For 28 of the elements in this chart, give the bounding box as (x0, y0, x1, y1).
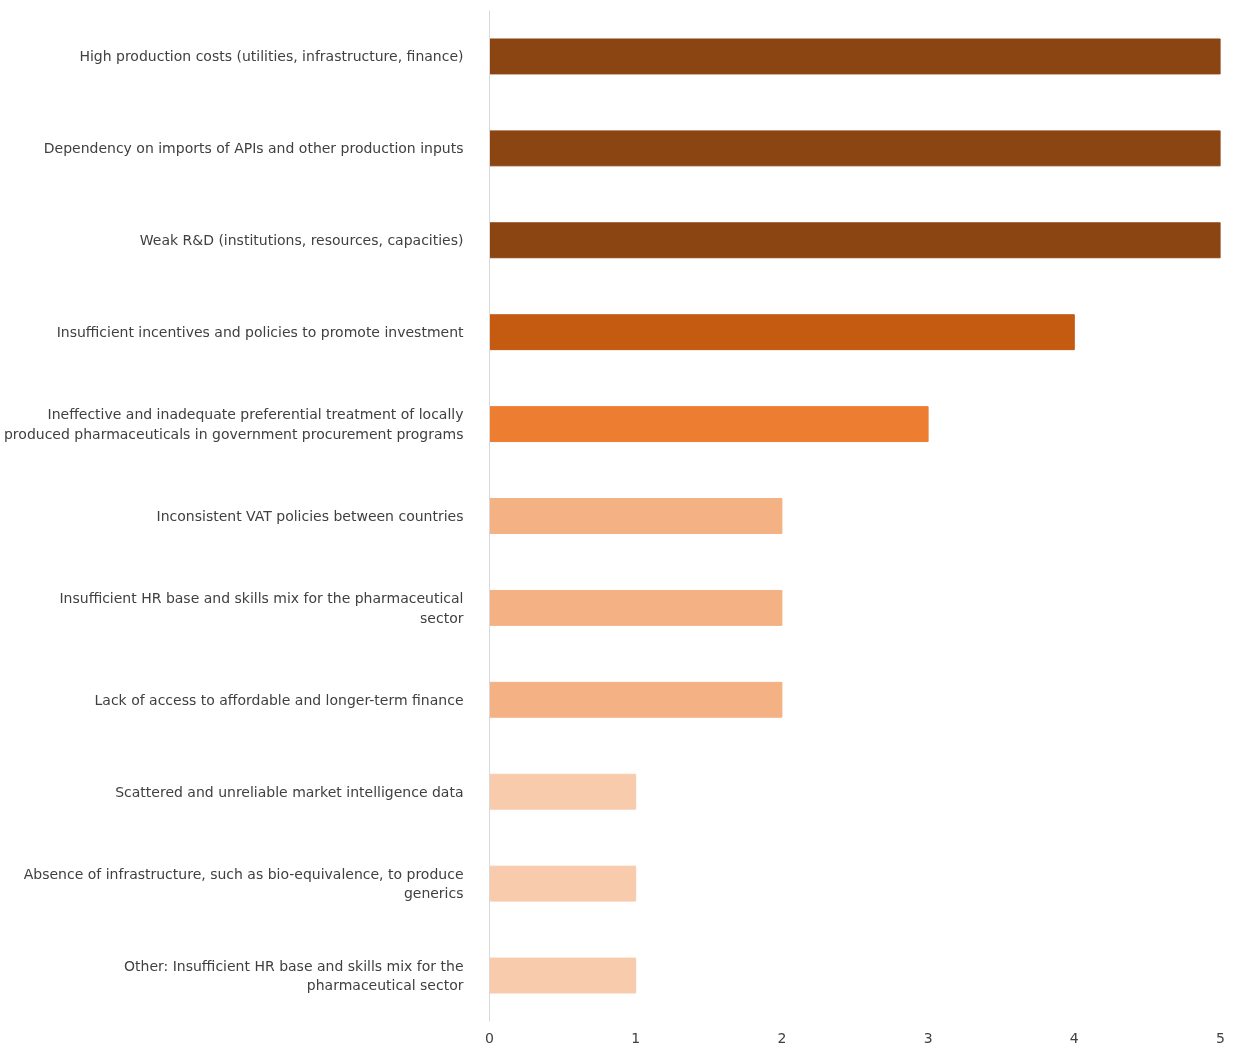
bar (489, 130, 1221, 167)
y-tick-label: Lack of access to affordable and longer-term finance (94, 691, 464, 708)
bar (489, 498, 783, 534)
y-tick-label: Absence of infrastructure, such as bio-equivalence, to produce generics (23, 866, 464, 902)
bar (489, 314, 1075, 351)
y-tick-label: Insufficient incentives and policies to promote investment (56, 324, 465, 341)
y-tick-label: Inconsistent VAT policies between countries (156, 508, 464, 524)
y-tick-label: Weak R&D (institutions, resources, capacities) (139, 232, 464, 249)
x-tick-label: 2 (777, 1029, 787, 1046)
y-tick-label: Insufficient HR base and skills mix for the pharmaceutical sector (59, 590, 464, 626)
bar (489, 589, 783, 626)
x-tick-label: 3 (923, 1029, 933, 1046)
bar (489, 38, 1221, 75)
y-tick-label: Scattered and unreliable market intelligence data (115, 783, 464, 800)
x-tick-label: 1 (631, 1029, 641, 1046)
bar (489, 222, 1221, 259)
y-tick-label: Other: Insufficient HR base and skills mix for the pharmaceutical sector (124, 957, 464, 994)
y-tick-label: Dependency on imports of APIs and other production inputs (43, 140, 464, 157)
x-tick-label: 0 (485, 1029, 494, 1046)
x-tick-label: 5 (1216, 1029, 1225, 1046)
bar (489, 681, 783, 718)
bar (489, 406, 929, 443)
bar (489, 773, 637, 810)
y-tick-label: Ineffective and inadequate preferential treatment of locally produced pharmaceuticals in government procurement programs (4, 406, 464, 442)
x-tick-label: 4 (1069, 1029, 1079, 1046)
y-tick-label: High production costs (utilities, infrastructure, finance) (79, 48, 464, 65)
bar (489, 865, 637, 902)
bar (489, 957, 637, 994)
